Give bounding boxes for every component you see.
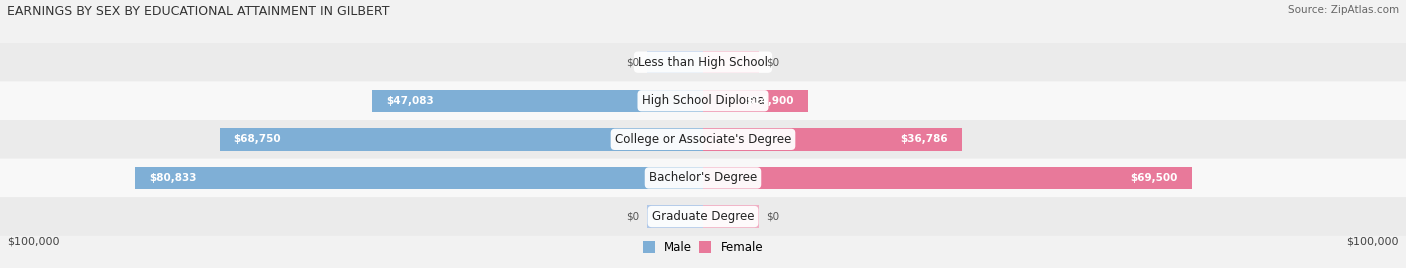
- Text: $0: $0: [627, 57, 640, 67]
- Text: Source: ZipAtlas.com: Source: ZipAtlas.com: [1288, 5, 1399, 15]
- Text: Less than High School: Less than High School: [638, 56, 768, 69]
- Text: $47,083: $47,083: [387, 96, 434, 106]
- Text: $0: $0: [766, 57, 779, 67]
- Bar: [135, 167, 703, 189]
- FancyBboxPatch shape: [0, 81, 1406, 120]
- Bar: [703, 90, 808, 112]
- Bar: [703, 167, 1192, 189]
- FancyBboxPatch shape: [0, 159, 1406, 197]
- Text: $80,833: $80,833: [149, 173, 197, 183]
- Text: $100,000: $100,000: [1347, 236, 1399, 246]
- Text: High School Diploma: High School Diploma: [641, 94, 765, 107]
- Bar: [647, 205, 703, 228]
- FancyBboxPatch shape: [0, 120, 1406, 159]
- Bar: [703, 205, 759, 228]
- Text: $69,500: $69,500: [1130, 173, 1178, 183]
- Text: Graduate Degree: Graduate Degree: [652, 210, 754, 223]
- Text: College or Associate's Degree: College or Associate's Degree: [614, 133, 792, 146]
- Text: EARNINGS BY SEX BY EDUCATIONAL ATTAINMENT IN GILBERT: EARNINGS BY SEX BY EDUCATIONAL ATTAINMEN…: [7, 5, 389, 18]
- Text: $0: $0: [627, 211, 640, 222]
- Text: $100,000: $100,000: [7, 236, 59, 246]
- Text: Bachelor's Degree: Bachelor's Degree: [650, 172, 756, 184]
- Legend: Male, Female: Male, Female: [638, 236, 768, 259]
- Text: $36,786: $36,786: [900, 134, 948, 144]
- FancyBboxPatch shape: [0, 197, 1406, 236]
- Text: $68,750: $68,750: [233, 134, 281, 144]
- FancyBboxPatch shape: [0, 43, 1406, 81]
- Bar: [219, 128, 703, 151]
- Bar: [373, 90, 703, 112]
- Bar: [703, 128, 962, 151]
- Bar: [703, 51, 759, 73]
- Text: $14,900: $14,900: [747, 96, 793, 106]
- Text: $0: $0: [766, 211, 779, 222]
- Bar: [647, 51, 703, 73]
